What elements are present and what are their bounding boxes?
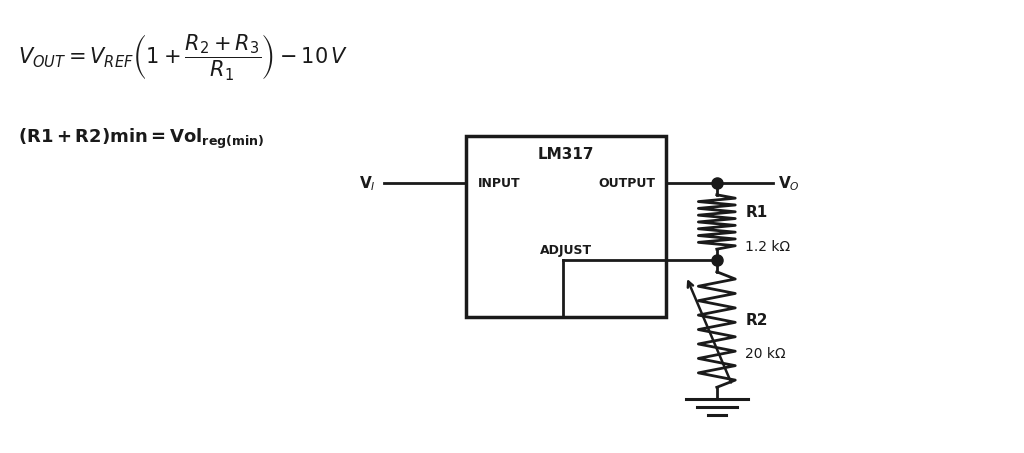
Text: OUTPUT: OUTPUT [598, 177, 655, 190]
Text: LM317: LM317 [538, 147, 594, 162]
Text: R2: R2 [745, 313, 768, 328]
Text: $\mathbf{(R1+R2)min = Vol_{reg(min)}}$: $\mathbf{(R1+R2)min = Vol_{reg(min)}}$ [18, 127, 265, 151]
Text: INPUT: INPUT [478, 177, 521, 190]
Text: ADJUST: ADJUST [540, 244, 592, 257]
Bar [466, 136, 666, 317]
Text: V$_O$: V$_O$ [778, 174, 800, 193]
Text: $V_{OUT} = V_{REF}\left(1+\dfrac{R_2+R_3}{R_1}\right)-10\,V$: $V_{OUT} = V_{REF}\left(1+\dfrac{R_2+R_3… [18, 32, 349, 82]
Text: 20 kΩ: 20 kΩ [745, 347, 786, 361]
Text: V$_I$: V$_I$ [359, 174, 376, 193]
Text: R1: R1 [745, 205, 768, 221]
Text: 1.2 kΩ: 1.2 kΩ [745, 240, 791, 254]
